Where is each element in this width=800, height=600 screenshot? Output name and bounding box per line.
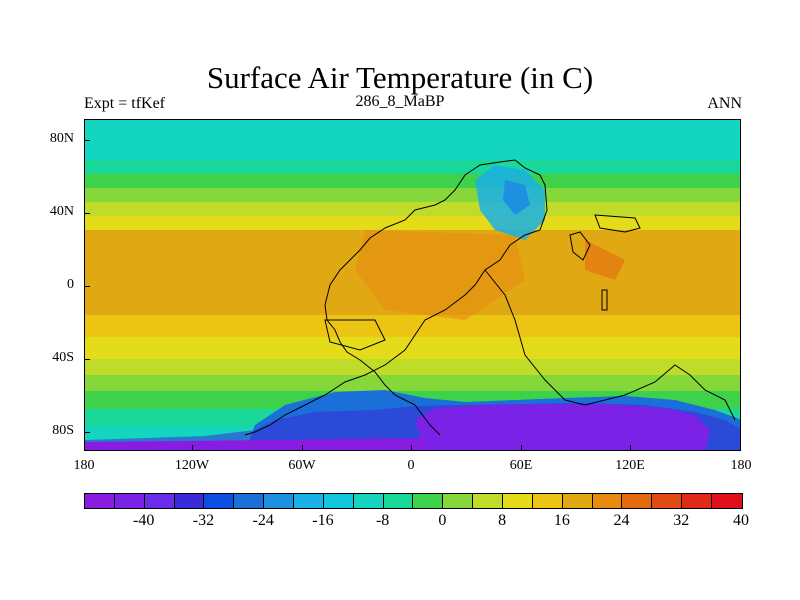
north-cold-core — [503, 180, 530, 215]
lat-tick-mark-80n — [84, 140, 90, 141]
lat-tick-mark-80s — [84, 432, 90, 433]
lat-label-80n: 80N — [49, 131, 74, 146]
colorbar-swatch — [562, 494, 593, 508]
colorbar-swatch — [234, 494, 265, 508]
colorbar-swatch — [473, 494, 504, 508]
colorbar-label: -32 — [192, 512, 215, 529]
lon-label-120e: 120E — [615, 458, 645, 473]
lon-label-60w: 60W — [288, 458, 316, 473]
colorbar-label: 8 — [498, 512, 507, 529]
pangaea-east-coast — [484, 269, 736, 421]
lon-tick-mark-0 — [411, 445, 412, 451]
band-polar-north — [85, 120, 740, 160]
band-north-4 — [85, 202, 740, 216]
lat-label-40s: 40S — [52, 350, 74, 365]
colorbar-swatch — [682, 494, 713, 508]
lon-label-120w: 120W — [174, 458, 210, 473]
colorbar-swatch — [174, 494, 205, 508]
band-north-2 — [85, 174, 740, 188]
colorbar-swatch — [294, 494, 324, 508]
period-label: 286_8_MaBP — [355, 93, 445, 110]
lat-label-0: 0 — [67, 277, 74, 292]
lon-label-60e: 60E — [509, 458, 533, 473]
colorbar — [84, 493, 743, 509]
lat-tick-mark-40n — [84, 213, 90, 214]
annual-label: ANN — [707, 95, 742, 112]
experiment-label: Expt = tfKef — [84, 95, 165, 112]
plot-title: Surface Air Temperature (in C) — [206, 60, 594, 95]
colorbar-swatch — [204, 494, 235, 508]
colorbar-swatch — [114, 494, 145, 508]
south-cold-core — [415, 404, 710, 450]
temperature-map — [84, 119, 741, 451]
band-north-1 — [85, 160, 740, 174]
colorbar-swatch — [532, 494, 563, 508]
colorbar-swatch — [622, 494, 653, 508]
band-south-1 — [85, 315, 740, 337]
colorbar-swatch — [413, 494, 444, 508]
east-island-2 — [569, 231, 591, 261]
colorbar-label: 24 — [613, 512, 630, 529]
colorbar-swatch — [144, 494, 175, 508]
warm-patch-1 — [355, 230, 525, 320]
colorbar-swatch — [383, 494, 414, 508]
lat-label-80s: 80S — [52, 423, 74, 438]
inner-sea-outline — [324, 319, 386, 351]
colorbar-swatch — [652, 494, 683, 508]
east-island-1 — [594, 214, 641, 233]
lon-tick-mark-120e — [630, 445, 631, 451]
colorbar-swatch — [443, 494, 474, 508]
lat-label-40n: 40N — [49, 204, 74, 219]
lon-tick-mark-60w — [302, 445, 303, 451]
colorbar-label: -40 — [133, 512, 155, 529]
band-south-4 — [85, 375, 740, 391]
lon-label-180e: 180 — [730, 458, 752, 473]
pangaea-west-coast — [244, 159, 548, 436]
colorbar-swatch — [85, 494, 115, 508]
south-polar-floor — [85, 438, 425, 450]
warm-patch-2 — [585, 240, 625, 280]
lon-tick-mark-120w — [192, 445, 193, 451]
colorbar-label: 16 — [553, 512, 570, 529]
colorbar-label: -24 — [252, 512, 274, 529]
colorbar-swatch — [323, 494, 354, 508]
colorbar-swatch — [264, 494, 295, 508]
colorbar-label: -8 — [375, 512, 390, 529]
colorbar-label: -16 — [312, 512, 334, 529]
lon-tick-mark-60e — [521, 445, 522, 451]
lat-tick-mark-40s — [84, 359, 90, 360]
band-north-3 — [85, 188, 740, 202]
colorbar-label: 32 — [673, 512, 690, 529]
colorbar-swatch — [353, 494, 384, 508]
colorbar-swatch — [712, 494, 742, 508]
band-north-5 — [85, 216, 740, 230]
lon-label-180w: 180 — [73, 458, 95, 473]
lat-tick-mark-0 — [84, 286, 90, 287]
band-south-2 — [85, 337, 740, 359]
colorbar-swatch — [503, 494, 533, 508]
colorbar-label: 0 — [438, 512, 447, 529]
east-island-3 — [601, 289, 608, 311]
lon-label-0: 0 — [407, 458, 415, 473]
band-south-3 — [85, 359, 740, 375]
map-canvas — [85, 120, 740, 450]
colorbar-label: 40 — [733, 512, 749, 529]
colorbar-swatch — [592, 494, 623, 508]
pangaea-interior-line — [324, 174, 466, 436]
